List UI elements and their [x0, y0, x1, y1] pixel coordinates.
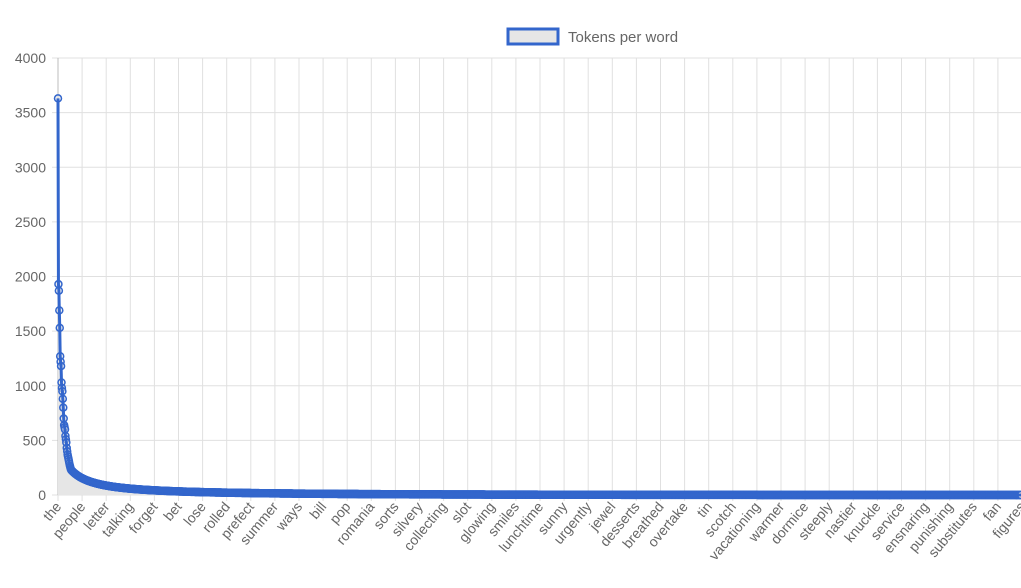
- x-tick-label: ways: [272, 499, 305, 534]
- x-tick-label: bill: [306, 499, 329, 522]
- y-tick-label: 500: [23, 432, 47, 448]
- y-tick-label: 4000: [15, 50, 46, 66]
- y-axis: 0 500 1000 1500 2000 2500 3000 3500 4000: [15, 50, 59, 503]
- legend-label[interactable]: Tokens per word: [568, 29, 678, 46]
- series-tokens-per-word: [53, 94, 1021, 500]
- y-tick-label: 1500: [15, 323, 46, 339]
- y-tick-label: 3000: [15, 159, 46, 175]
- y-tick-label: 2000: [15, 269, 46, 285]
- y-tick-label: 2500: [15, 214, 46, 230]
- legend[interactable]: Tokens per word: [506, 27, 678, 46]
- y-tick-label: 3500: [15, 105, 46, 121]
- y-tick-label: 0: [38, 487, 46, 503]
- legend-swatch[interactable]: [506, 27, 560, 46]
- y-tick-label: 1000: [15, 378, 46, 394]
- grid: [57, 57, 1021, 496]
